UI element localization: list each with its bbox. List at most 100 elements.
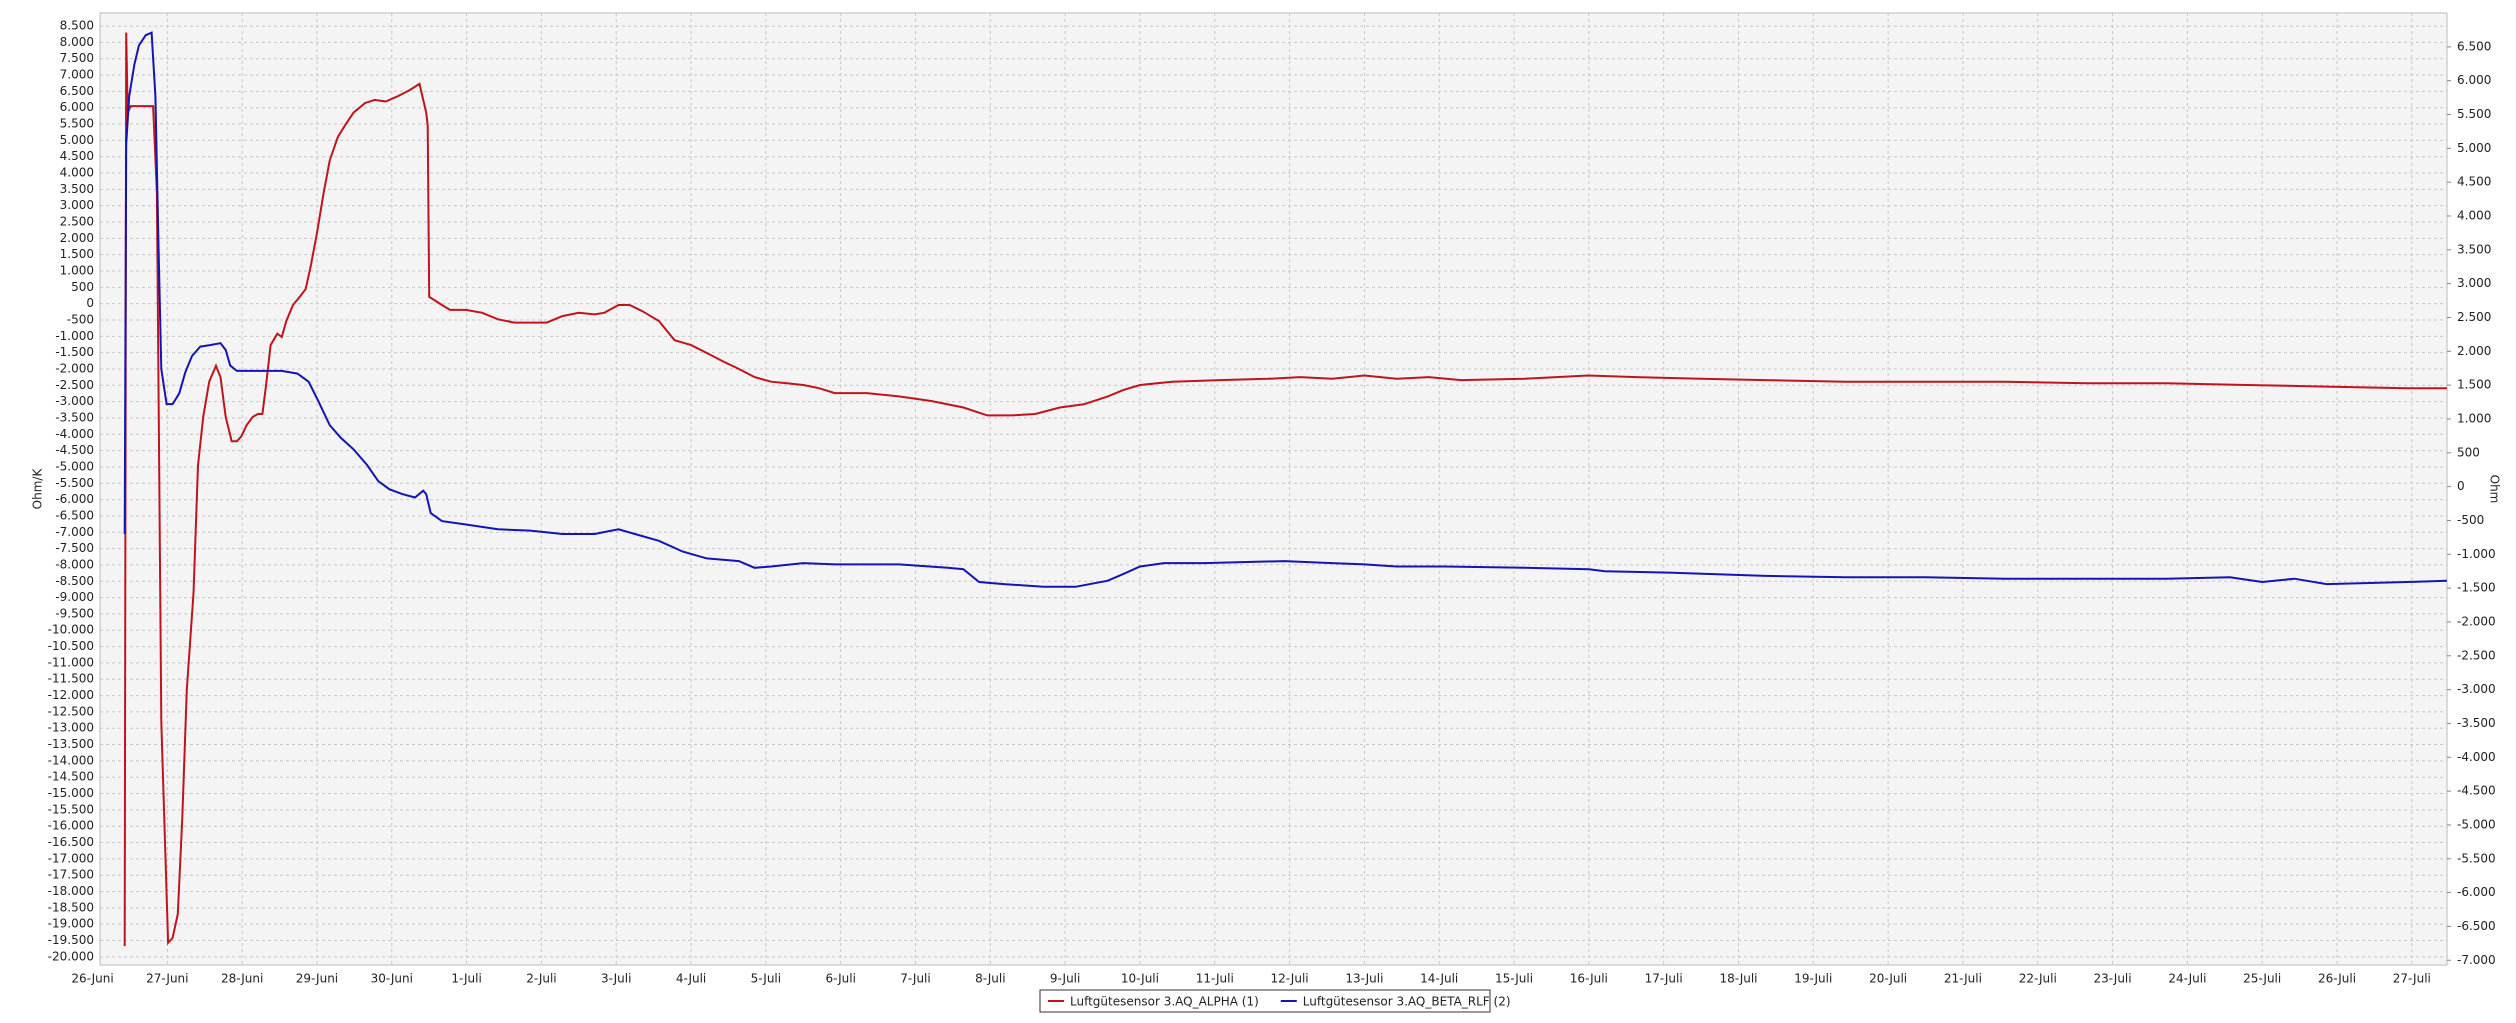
- y-axis-title: Ohm/K: [31, 468, 45, 510]
- y2-tick-label: -1.500: [2457, 581, 2496, 595]
- y-tick-label: 5.500: [60, 117, 94, 131]
- y-tick-label: 1.000: [60, 264, 94, 278]
- x-tick-label: 23-Juli: [2094, 972, 2132, 986]
- x-tick-label: 6-Juli: [825, 972, 855, 986]
- y2-tick-label: -4.500: [2457, 784, 2496, 798]
- y-tick-label: -13.500: [48, 737, 94, 751]
- y-tick-label: -20.000: [48, 949, 94, 963]
- y-tick-label: -14.000: [48, 753, 94, 767]
- x-tick-label: 15-Juli: [1495, 972, 1533, 986]
- y2-tick-label: -3.000: [2457, 682, 2496, 696]
- y2-tick-label: -500: [2457, 513, 2484, 527]
- y2-tick-label: 2.000: [2457, 344, 2491, 358]
- x-tick-label: 5-Juli: [751, 972, 781, 986]
- y-tick-label: 6.500: [60, 84, 94, 98]
- x-tick-label: 20-Juli: [1869, 972, 1907, 986]
- y2-tick-label: -6.000: [2457, 885, 2496, 899]
- y2-axis-title: Ohm: [2488, 475, 2502, 504]
- y-tick-label: 6.000: [60, 100, 94, 114]
- plot-area: [99, 12, 2448, 966]
- y-tick-label: -3.500: [55, 410, 94, 424]
- series-line: [123, 32, 2447, 947]
- x-tick-label: 26-Juni: [71, 972, 113, 986]
- x-tick-label: 27-Juni: [146, 972, 188, 986]
- x-tick-label: 2-Juli: [526, 972, 556, 986]
- legend-label: Luftgütesensor 3.AQ_BETA_RLF (2): [1303, 995, 1511, 1009]
- y2-tick-label: -7.000: [2457, 953, 2496, 967]
- x-tick-label: 25-Juli: [2243, 972, 2281, 986]
- y-tick-label: 0: [86, 296, 94, 310]
- y-tick-label: 5.000: [60, 133, 94, 147]
- y-tick-label: -7.500: [55, 541, 94, 555]
- y-tick-label: -9.000: [55, 590, 94, 604]
- y2-tick-label: -3.500: [2457, 716, 2496, 730]
- x-tick-label: 21-Juli: [1944, 972, 1982, 986]
- x-tick-label: 1-Juli: [451, 972, 481, 986]
- y-tick-label: 8.500: [60, 19, 94, 33]
- y-tick-label: -6.500: [55, 508, 94, 522]
- y2-tick-label: 500: [2457, 445, 2480, 459]
- y2-tick-label: -5.500: [2457, 851, 2496, 865]
- series-line: [123, 31, 2448, 588]
- y2-tick-label: 6.500: [2457, 39, 2491, 53]
- y-tick-label: -12.500: [48, 704, 94, 718]
- x-tick-label: 30-Juni: [371, 972, 413, 986]
- y2-tick-label: 5.000: [2457, 141, 2491, 155]
- x-tick-label: 11-Juli: [1196, 972, 1234, 986]
- y2-tick-label: 0: [2457, 479, 2465, 493]
- y2-tick-label: 5.500: [2457, 107, 2491, 121]
- x-tick-label: 4-Juli: [676, 972, 706, 986]
- x-tick-label: 10-Juli: [1121, 972, 1159, 986]
- y-tick-label: -5.000: [55, 459, 94, 473]
- y-tick-label: 8.000: [60, 35, 94, 49]
- y-tick-label: -13.000: [48, 721, 94, 735]
- x-tick-label: 28-Juni: [221, 972, 263, 986]
- y-tick-label: 7.500: [60, 51, 94, 65]
- y-tick-label: 2.500: [60, 215, 94, 229]
- y2-tick-label: -5.000: [2457, 817, 2496, 831]
- y-tick-label: 3.500: [60, 182, 94, 196]
- y2-tick-label: 6.000: [2457, 73, 2491, 87]
- x-tick-label: 8-Juli: [975, 972, 1005, 986]
- y-tick-label: -11.500: [48, 672, 94, 686]
- x-tick-label: 9-Juli: [1050, 972, 1080, 986]
- y-tick-label: -15.500: [48, 802, 94, 816]
- y-tick-label: -5.500: [55, 476, 94, 490]
- y-tick-label: -18.000: [48, 884, 94, 898]
- y-tick-label: -4.500: [55, 443, 94, 457]
- y-tick-label: -8.500: [55, 574, 94, 588]
- y-tick-label: -16.500: [48, 835, 94, 849]
- y-tick-label: -500: [67, 312, 94, 326]
- y-tick-label: -4.000: [55, 427, 94, 441]
- y-tick-label: -15.000: [48, 786, 94, 800]
- x-tick-label: 26-Juli: [2318, 972, 2356, 986]
- x-tick-label: 16-Juli: [1570, 972, 1608, 986]
- x-tick-label: 27-Juli: [2393, 972, 2431, 986]
- y-tick-label: 1.500: [60, 247, 94, 261]
- x-tick-label: 19-Juli: [1794, 972, 1832, 986]
- y-tick-label: 2.000: [60, 231, 94, 245]
- x-tick-label: 14-Juli: [1420, 972, 1458, 986]
- y-tick-label: -9.500: [55, 606, 94, 620]
- y2-tick-label: 4.500: [2457, 175, 2491, 189]
- y-tick-label: -1.500: [55, 345, 94, 359]
- y2-tick-label: 1.000: [2457, 411, 2491, 425]
- x-tick-label: 17-Juli: [1645, 972, 1683, 986]
- y2-tick-label: 4.000: [2457, 208, 2491, 222]
- y2-tick-label: 3.000: [2457, 276, 2491, 290]
- y2-tick-label: -4.000: [2457, 750, 2496, 764]
- y-tick-label: -8.000: [55, 557, 94, 571]
- y-tick-label: 3.000: [60, 198, 94, 212]
- y-tick-label: -14.500: [48, 770, 94, 784]
- y-tick-label: -2.000: [55, 361, 94, 375]
- y2-tick-label: 1.500: [2457, 378, 2491, 392]
- y-tick-label: -12.000: [48, 688, 94, 702]
- y-tick-label: -16.000: [48, 819, 94, 833]
- y-tick-label: -19.500: [48, 933, 94, 947]
- y-tick-label: -18.500: [48, 900, 94, 914]
- y-tick-label: 4.500: [60, 149, 94, 163]
- y2-tick-label: 3.500: [2457, 242, 2491, 256]
- y-tick-label: -17.000: [48, 851, 94, 865]
